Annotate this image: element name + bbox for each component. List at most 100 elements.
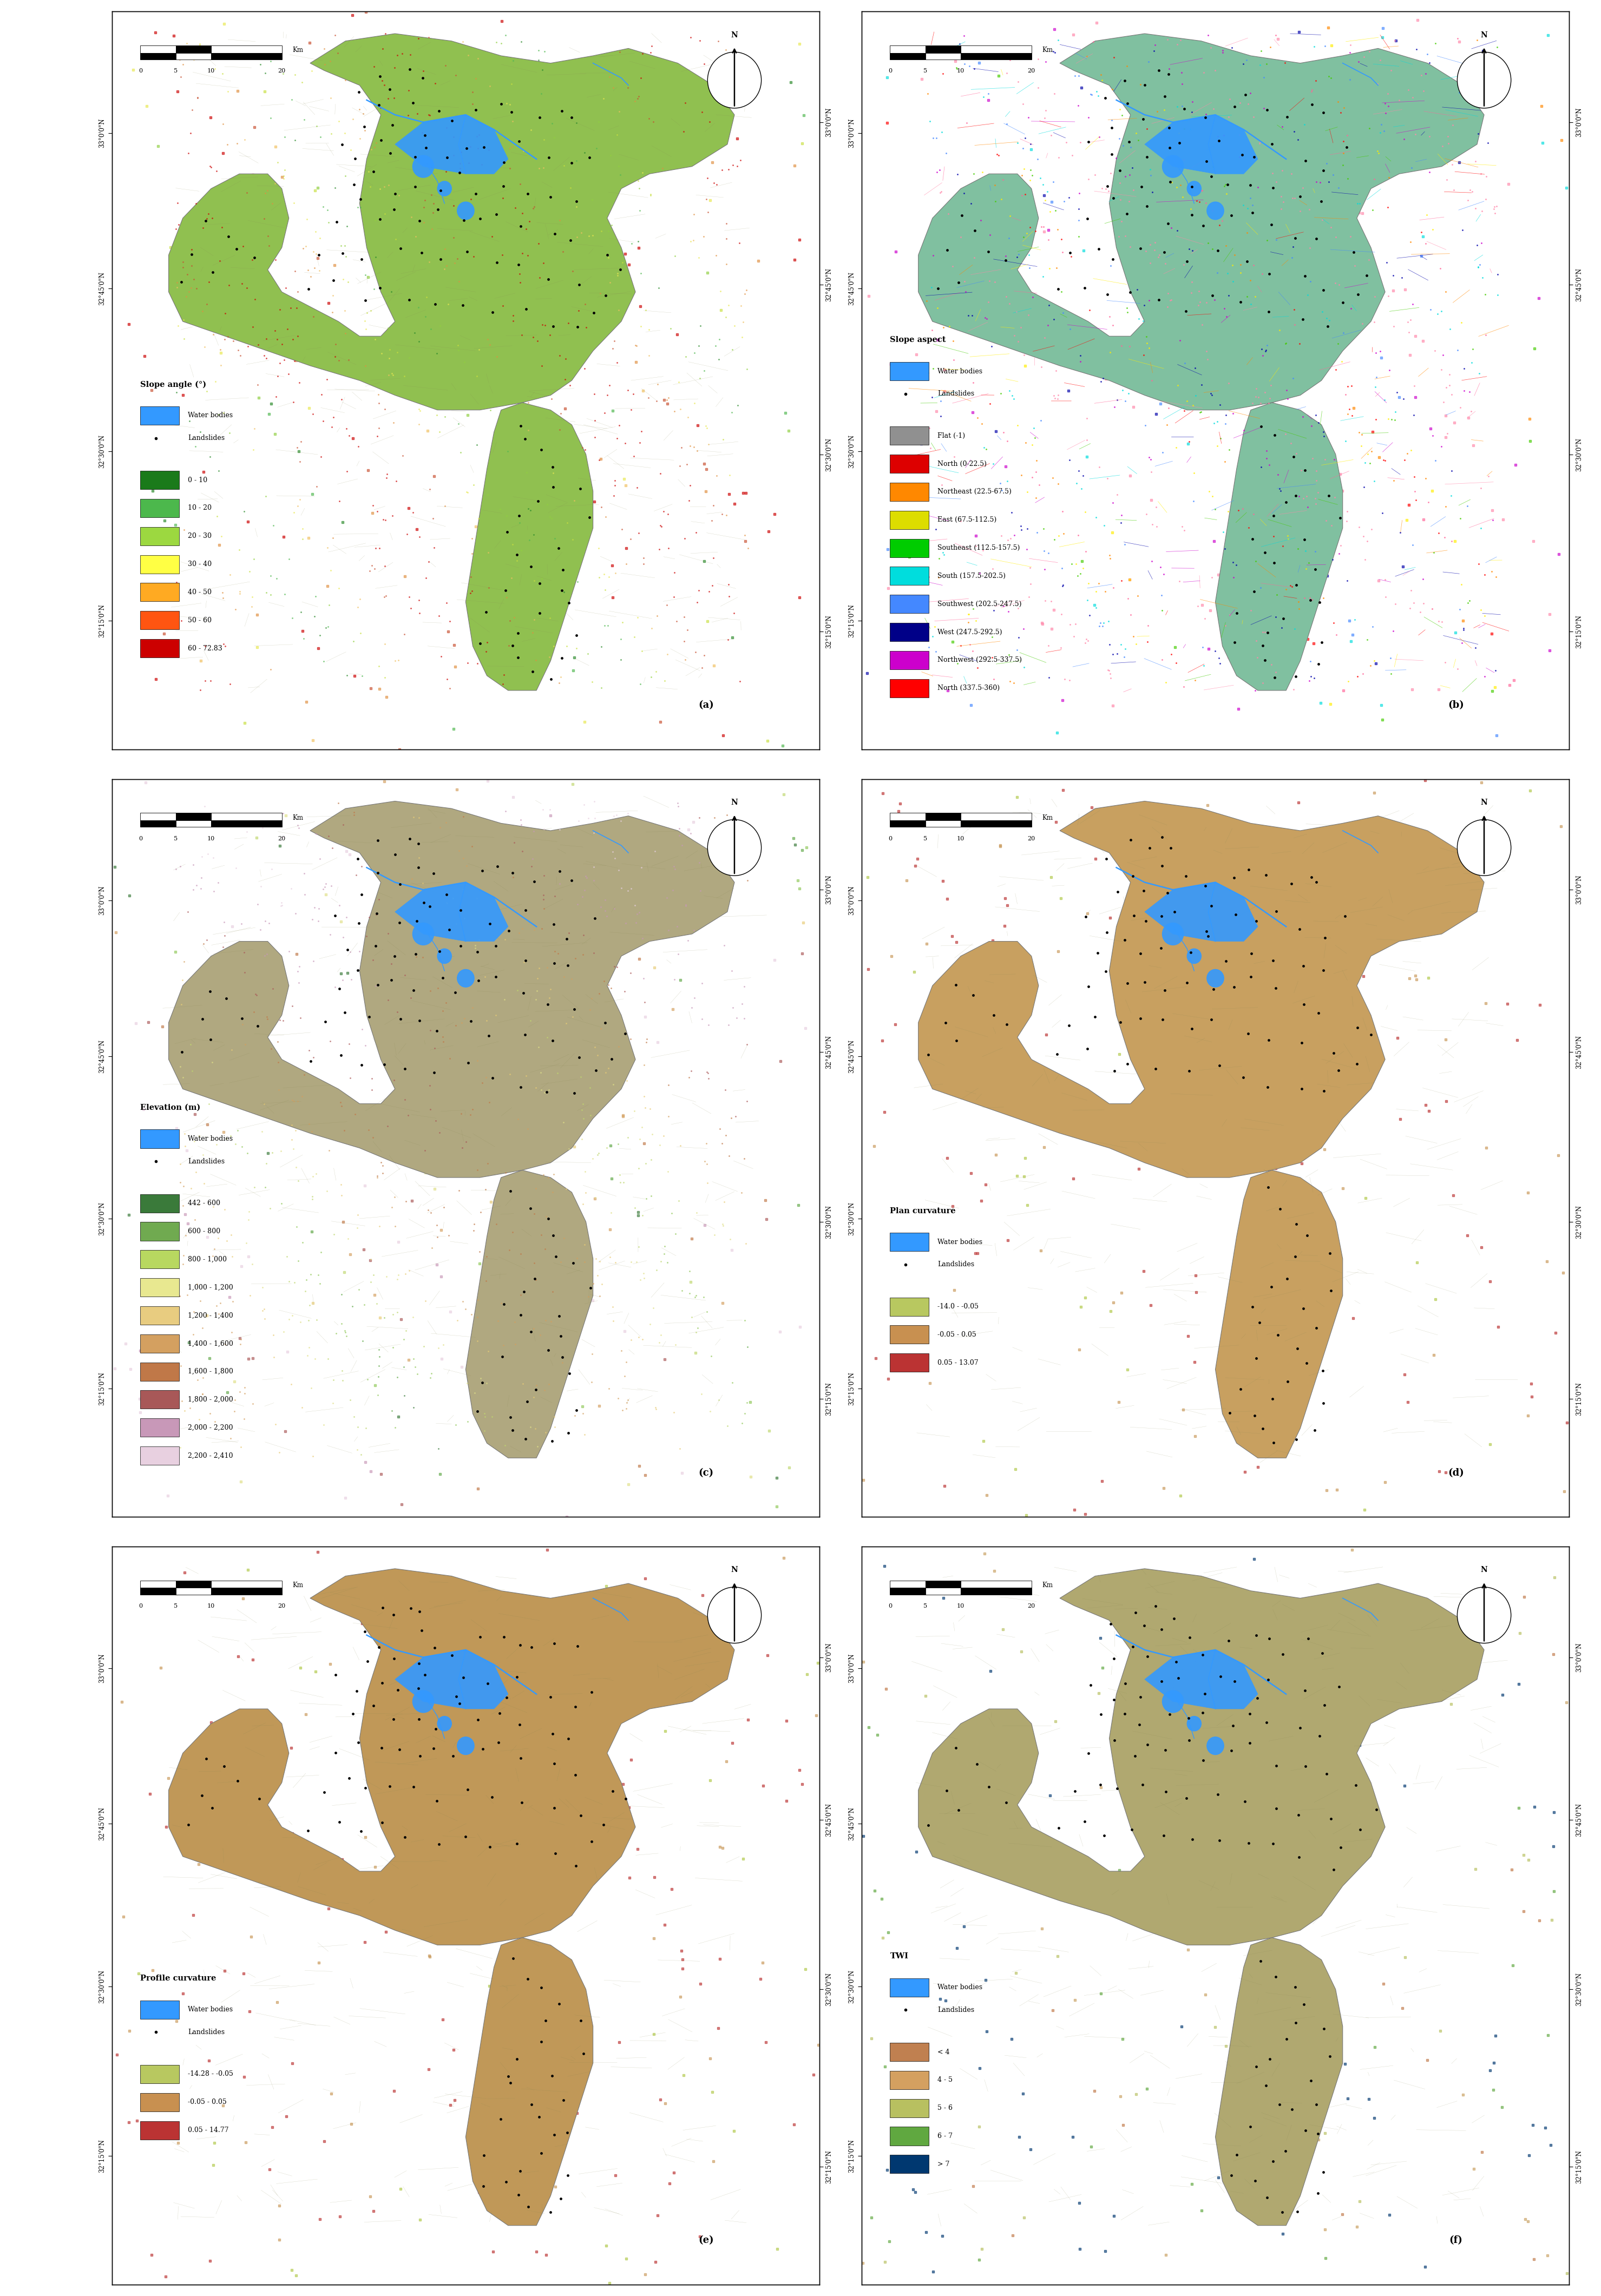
Bar: [890, 1233, 929, 1251]
Point: [327, 1807, 352, 1844]
Bar: [211, 820, 282, 827]
Bar: [141, 1279, 179, 1297]
Point: [455, 1047, 480, 1084]
Text: Km: Km: [1042, 1582, 1053, 1589]
Point: [1294, 1212, 1319, 1249]
Text: 1,200 - 1,400: 1,200 - 1,400: [187, 1311, 234, 1318]
Bar: [890, 595, 929, 613]
Text: Elevation (m): Elevation (m): [141, 1104, 200, 1111]
Point: [1236, 1019, 1262, 1056]
Point: [1274, 1352, 1300, 1389]
Bar: [141, 1362, 179, 1380]
Bar: [961, 1589, 1031, 1593]
Point: [1289, 1072, 1314, 1109]
Point: [519, 1306, 544, 1343]
Point: [168, 1038, 194, 1075]
Point: [402, 147, 427, 184]
Bar: [890, 46, 925, 53]
Point: [1311, 2142, 1337, 2179]
Text: 10: 10: [957, 69, 965, 73]
Text: Water bodies: Water bodies: [938, 367, 983, 374]
Point: [211, 1754, 237, 1791]
Point: [1134, 912, 1159, 948]
Point: [564, 606, 589, 643]
Point: [1314, 1761, 1340, 1798]
Point: [1156, 119, 1182, 156]
Polygon shape: [395, 1651, 508, 1708]
Point: [540, 1215, 565, 1251]
Bar: [890, 510, 929, 528]
Point: [1290, 955, 1316, 992]
Text: 0: 0: [889, 1603, 892, 1609]
Point: [496, 2050, 522, 2087]
Point: [1190, 214, 1215, 250]
Point: [1236, 863, 1262, 900]
Point: [1282, 1233, 1308, 1270]
Point: [549, 1329, 575, 1366]
Point: [524, 1362, 549, 1398]
Point: [1134, 147, 1159, 184]
Point: [1153, 1738, 1178, 1775]
Point: [1342, 239, 1367, 276]
Bar: [141, 1194, 179, 1212]
Point: [1263, 902, 1289, 939]
Point: [1114, 1049, 1140, 1086]
Point: [426, 1828, 451, 1864]
Text: South (157.5-202.5): South (157.5-202.5): [938, 572, 1005, 579]
Point: [1294, 1336, 1319, 1373]
Point: [179, 241, 205, 278]
Point: [383, 850, 408, 886]
Circle shape: [1457, 53, 1511, 108]
Point: [1250, 615, 1276, 652]
Point: [224, 236, 250, 273]
Circle shape: [437, 1717, 451, 1731]
Point: [448, 937, 474, 974]
Point: [1101, 1056, 1127, 1093]
Circle shape: [458, 202, 474, 220]
Text: 60 - 72.83: 60 - 72.83: [187, 645, 223, 652]
Point: [504, 528, 530, 565]
Point: [613, 1786, 639, 1823]
Point: [1228, 287, 1254, 324]
Bar: [890, 53, 925, 60]
Polygon shape: [1145, 1651, 1258, 1708]
Point: [471, 2126, 496, 2163]
Point: [554, 2105, 580, 2142]
Point: [500, 866, 525, 902]
Point: [455, 1777, 480, 1814]
Point: [1223, 2126, 1249, 2163]
Point: [1092, 92, 1117, 129]
Text: (e): (e): [698, 2236, 714, 2245]
Bar: [890, 540, 929, 558]
Text: 20: 20: [279, 1603, 285, 1609]
Point: [1239, 1281, 1265, 1318]
Text: 2,000 - 2,200: 2,000 - 2,200: [187, 1424, 232, 1430]
Point: [376, 83, 402, 119]
Text: 0: 0: [889, 69, 892, 73]
Point: [474, 583, 500, 620]
Point: [480, 1063, 506, 1100]
Point: [557, 1345, 583, 1382]
Point: [455, 239, 480, 276]
Point: [1321, 1853, 1346, 1890]
Point: [525, 478, 551, 514]
Point: [1292, 262, 1318, 298]
Point: [1193, 921, 1218, 957]
Point: [392, 1054, 418, 1091]
Point: [932, 1010, 957, 1047]
Point: [405, 861, 431, 898]
Point: [1193, 110, 1218, 147]
Point: [1257, 2034, 1282, 2071]
Point: [935, 236, 961, 273]
Text: Landslides: Landslides: [187, 1157, 224, 1164]
Point: [541, 2108, 567, 2144]
Point: [535, 992, 560, 1029]
Point: [512, 951, 538, 987]
Point: [1127, 1715, 1153, 1752]
Point: [1119, 1814, 1145, 1851]
Point: [981, 1003, 1007, 1040]
Point: [964, 1752, 989, 1789]
Point: [477, 1832, 503, 1869]
Point: [1085, 236, 1111, 273]
Circle shape: [437, 181, 451, 195]
